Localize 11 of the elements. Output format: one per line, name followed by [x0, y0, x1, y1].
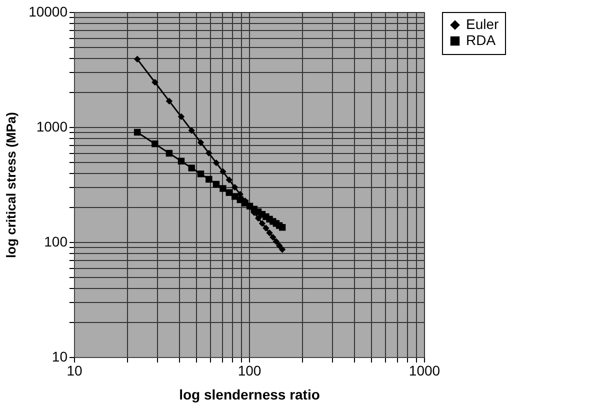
x-tick-label: 1000	[408, 362, 440, 378]
y-tick-label: 10000	[28, 4, 68, 20]
x-tick-label: 10	[66, 362, 82, 378]
legend-label: Euler	[466, 16, 500, 32]
y-tick-label: 1000	[36, 118, 68, 134]
x-axis-title: log slenderness ratio	[179, 386, 320, 402]
legend-label: RDA	[466, 32, 496, 48]
y-tick-label: 10	[52, 348, 68, 364]
y-tick-label: 100	[44, 234, 68, 250]
x-tick-label: 100	[238, 362, 262, 378]
y-axis-title: log critical stress (MPa)	[4, 112, 19, 258]
